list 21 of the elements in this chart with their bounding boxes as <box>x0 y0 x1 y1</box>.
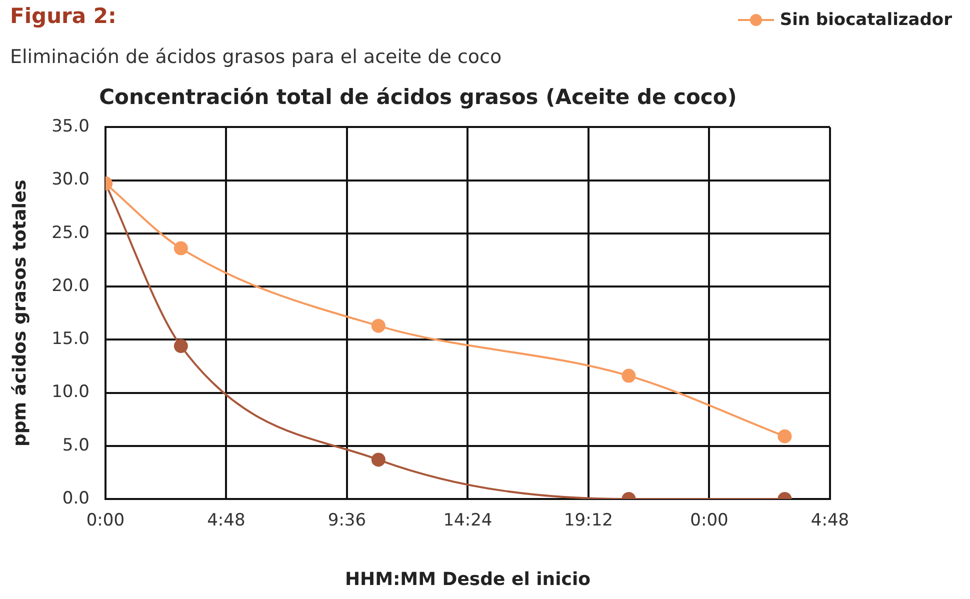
x-tick-label: 14:24 <box>443 510 492 531</box>
y-tick-label: 30.0 <box>52 170 90 190</box>
legend-label: Sin biocatalizador <box>780 10 952 30</box>
y-tick-label: 0.0 <box>62 488 90 508</box>
y-tick-label: 35.0 <box>52 116 90 137</box>
x-tick-label: 4:48 <box>810 510 850 531</box>
y-tick-label: 20.0 <box>52 276 90 296</box>
y-axis-title: ppm ácidos grasos totales <box>9 180 30 446</box>
x-tick-label: 4:48 <box>207 510 246 531</box>
x-tick-label: 0:00 <box>86 510 125 531</box>
x-axis-title: HHM:MM Desde el inicio <box>344 568 591 590</box>
text: Eliminación de ácidos grasos para el aceite de coco <box>10 46 502 68</box>
y-tick-label: 5.0 <box>62 435 90 456</box>
y-tick-label: 10.0 <box>52 382 90 402</box>
y-tick-label: 25.0 <box>52 222 90 243</box>
text: Figura 2: <box>10 4 116 28</box>
x-tick-label: 9:36 <box>328 510 366 531</box>
x-tick-label: 0:00 <box>690 510 728 531</box>
chart-title: Concentración total de ácidos grasos (Aceite de coco) <box>99 85 737 110</box>
y-tick-label: 15.0 <box>52 329 90 350</box>
x-tick-label: 19:12 <box>564 510 613 531</box>
